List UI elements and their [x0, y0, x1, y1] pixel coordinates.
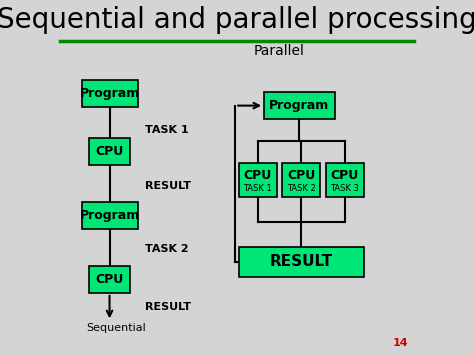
FancyBboxPatch shape [239, 163, 277, 197]
Text: TASK 1: TASK 1 [244, 184, 272, 193]
FancyBboxPatch shape [89, 138, 130, 165]
Text: CPU: CPU [95, 145, 124, 158]
Text: TASK 2: TASK 2 [145, 244, 189, 253]
FancyBboxPatch shape [326, 163, 364, 197]
Text: CPU: CPU [244, 169, 272, 182]
Text: Parallel: Parallel [253, 44, 304, 59]
FancyBboxPatch shape [264, 92, 335, 119]
Text: RESULT: RESULT [270, 254, 333, 269]
Text: TASK 2: TASK 2 [287, 184, 316, 193]
Text: Program: Program [80, 87, 140, 100]
FancyBboxPatch shape [282, 163, 320, 197]
Text: Program: Program [269, 99, 329, 112]
FancyBboxPatch shape [89, 266, 130, 293]
FancyBboxPatch shape [239, 247, 364, 277]
Text: 14: 14 [393, 338, 409, 348]
Text: CPU: CPU [330, 169, 359, 182]
FancyBboxPatch shape [82, 80, 137, 106]
Text: Sequential: Sequential [86, 323, 146, 333]
Text: CPU: CPU [287, 169, 315, 182]
Text: TASK 1: TASK 1 [145, 125, 189, 135]
Text: RESULT: RESULT [145, 181, 191, 191]
FancyBboxPatch shape [82, 202, 137, 229]
Text: Program: Program [80, 209, 140, 222]
Text: RESULT: RESULT [145, 302, 191, 312]
Text: CPU: CPU [95, 273, 124, 286]
Text: Sequential and parallel processing: Sequential and parallel processing [0, 6, 474, 33]
Text: TASK 3: TASK 3 [330, 184, 359, 193]
